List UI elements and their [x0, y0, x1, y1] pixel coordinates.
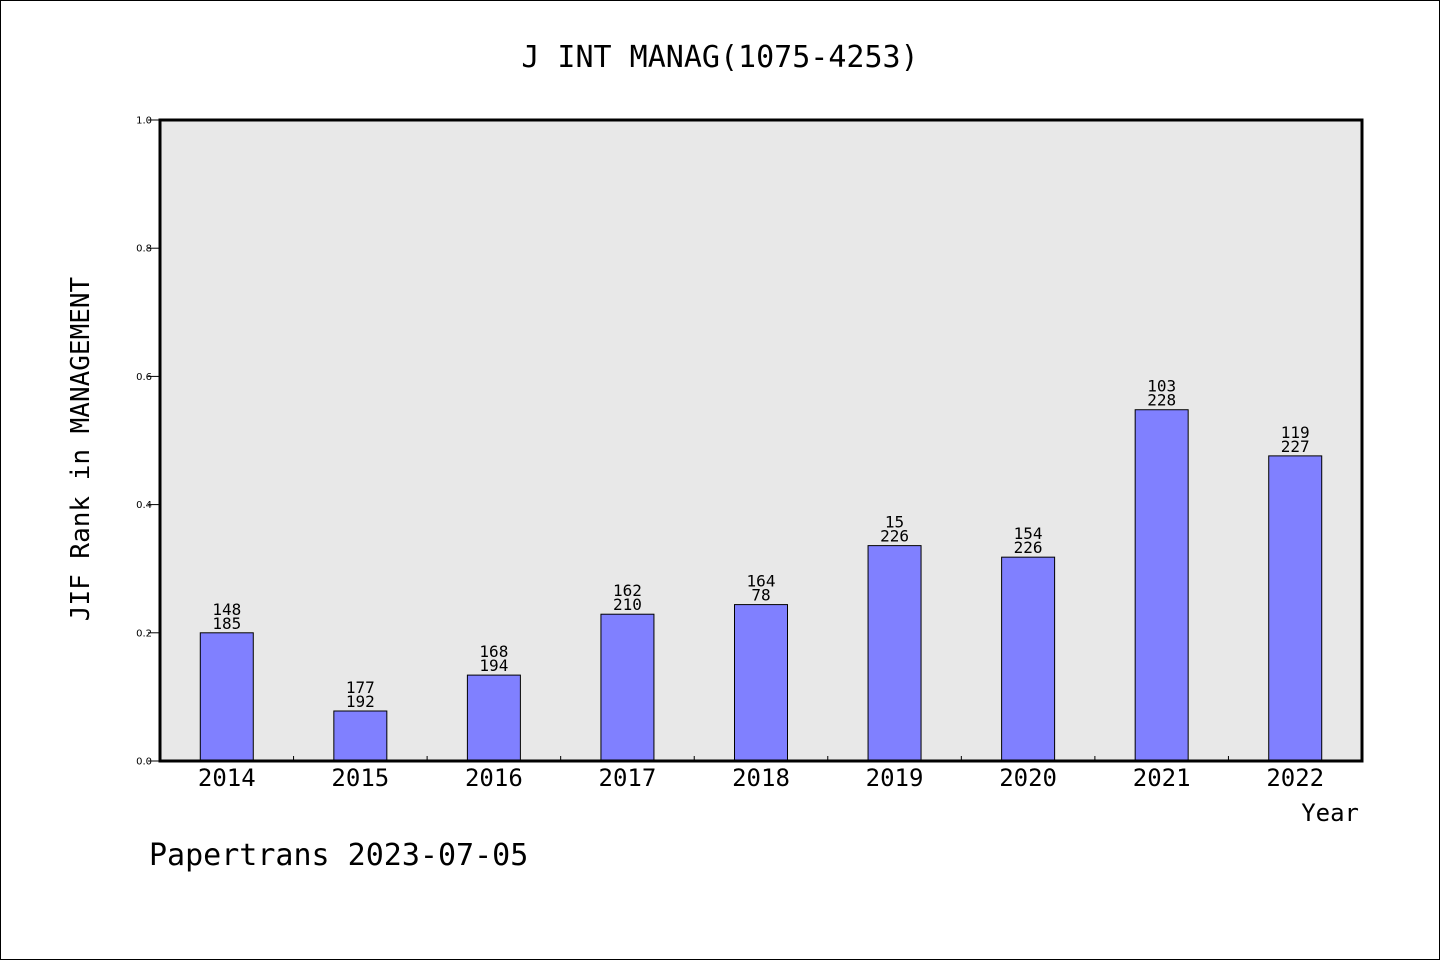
x-tick-label-2020: 2020: [999, 764, 1057, 792]
bar-rank-label-2018: 164: [747, 572, 776, 591]
y-tick-label-0.6: 0.6: [136, 372, 152, 383]
bar-2014: [199, 632, 254, 762]
chart-title: J INT MANAG(1075-4253): [521, 40, 918, 75]
bar-2019: [867, 545, 922, 762]
bar-total-label-2014: 185: [212, 614, 241, 633]
bar-total-label-2017: 210: [613, 595, 642, 614]
x-axis-label: Year: [1301, 799, 1359, 827]
x-tick-label-2022: 2022: [1266, 764, 1324, 792]
y-axis: 0.0 0.2 0.4 0.6 0.8 1.0: [136, 116, 160, 768]
bar-total-label-2018: 78: [751, 586, 770, 605]
bar-rank-label-2015: 177: [346, 678, 375, 697]
bar-rank-label-2014: 148: [212, 600, 241, 619]
bar-2016: [466, 674, 521, 762]
bar-total-label-2020: 226: [1014, 538, 1043, 557]
bar-2017: [600, 613, 655, 762]
y-tick-label-0.8: 0.8: [136, 244, 152, 255]
bar-2021: [1134, 409, 1189, 762]
bar-2020: [1001, 556, 1056, 762]
bar-rank-label-2020: 154: [1014, 524, 1043, 543]
x-tick-label-2015: 2015: [331, 764, 389, 792]
x-tick-label-2014: 2014: [198, 764, 256, 792]
x-tick-label-2019: 2019: [866, 764, 924, 792]
x-tick-label-2016: 2016: [465, 764, 523, 792]
y-tick-label-0.2: 0.2: [136, 628, 152, 639]
y-tick-label-0.0: 0.0: [136, 757, 152, 768]
bar-total-label-2022: 227: [1281, 437, 1310, 456]
bar-rank-label-2019: 15: [885, 513, 904, 532]
bar-total-label-2016: 194: [479, 656, 508, 675]
bar-rank-label-2021: 103: [1147, 377, 1176, 396]
bars-layer: [199, 409, 1323, 762]
y-axis-label: JIF Rank in MANAGEMENT: [66, 276, 96, 621]
bar-rank-label-2017: 162: [613, 581, 642, 600]
x-tick-label-2021: 2021: [1133, 764, 1191, 792]
bar-total-label-2019: 226: [880, 527, 909, 546]
x-axis: 2014 2015 2016 2017 2018 2019 2020 2021 2022: [198, 756, 1324, 792]
y-tick-label-0.4: 0.4: [136, 500, 152, 511]
bar-total-label-2015: 192: [346, 692, 375, 711]
bar-rank-label-2016: 168: [479, 642, 508, 661]
bar-total-label-2021: 228: [1147, 391, 1176, 410]
bar-2018: [734, 604, 788, 762]
y-tick-label-1.0: 1.0: [136, 116, 152, 127]
x-tick-label-2017: 2017: [599, 764, 657, 792]
bar-2022: [1268, 455, 1323, 762]
bar-2015: [333, 710, 388, 762]
plot-border: [158, 118, 1364, 763]
footer-credit: Papertrans 2023-07-05: [149, 838, 528, 873]
x-tick-label-2018: 2018: [732, 764, 790, 792]
bar-rank-label-2022: 119: [1281, 423, 1310, 442]
